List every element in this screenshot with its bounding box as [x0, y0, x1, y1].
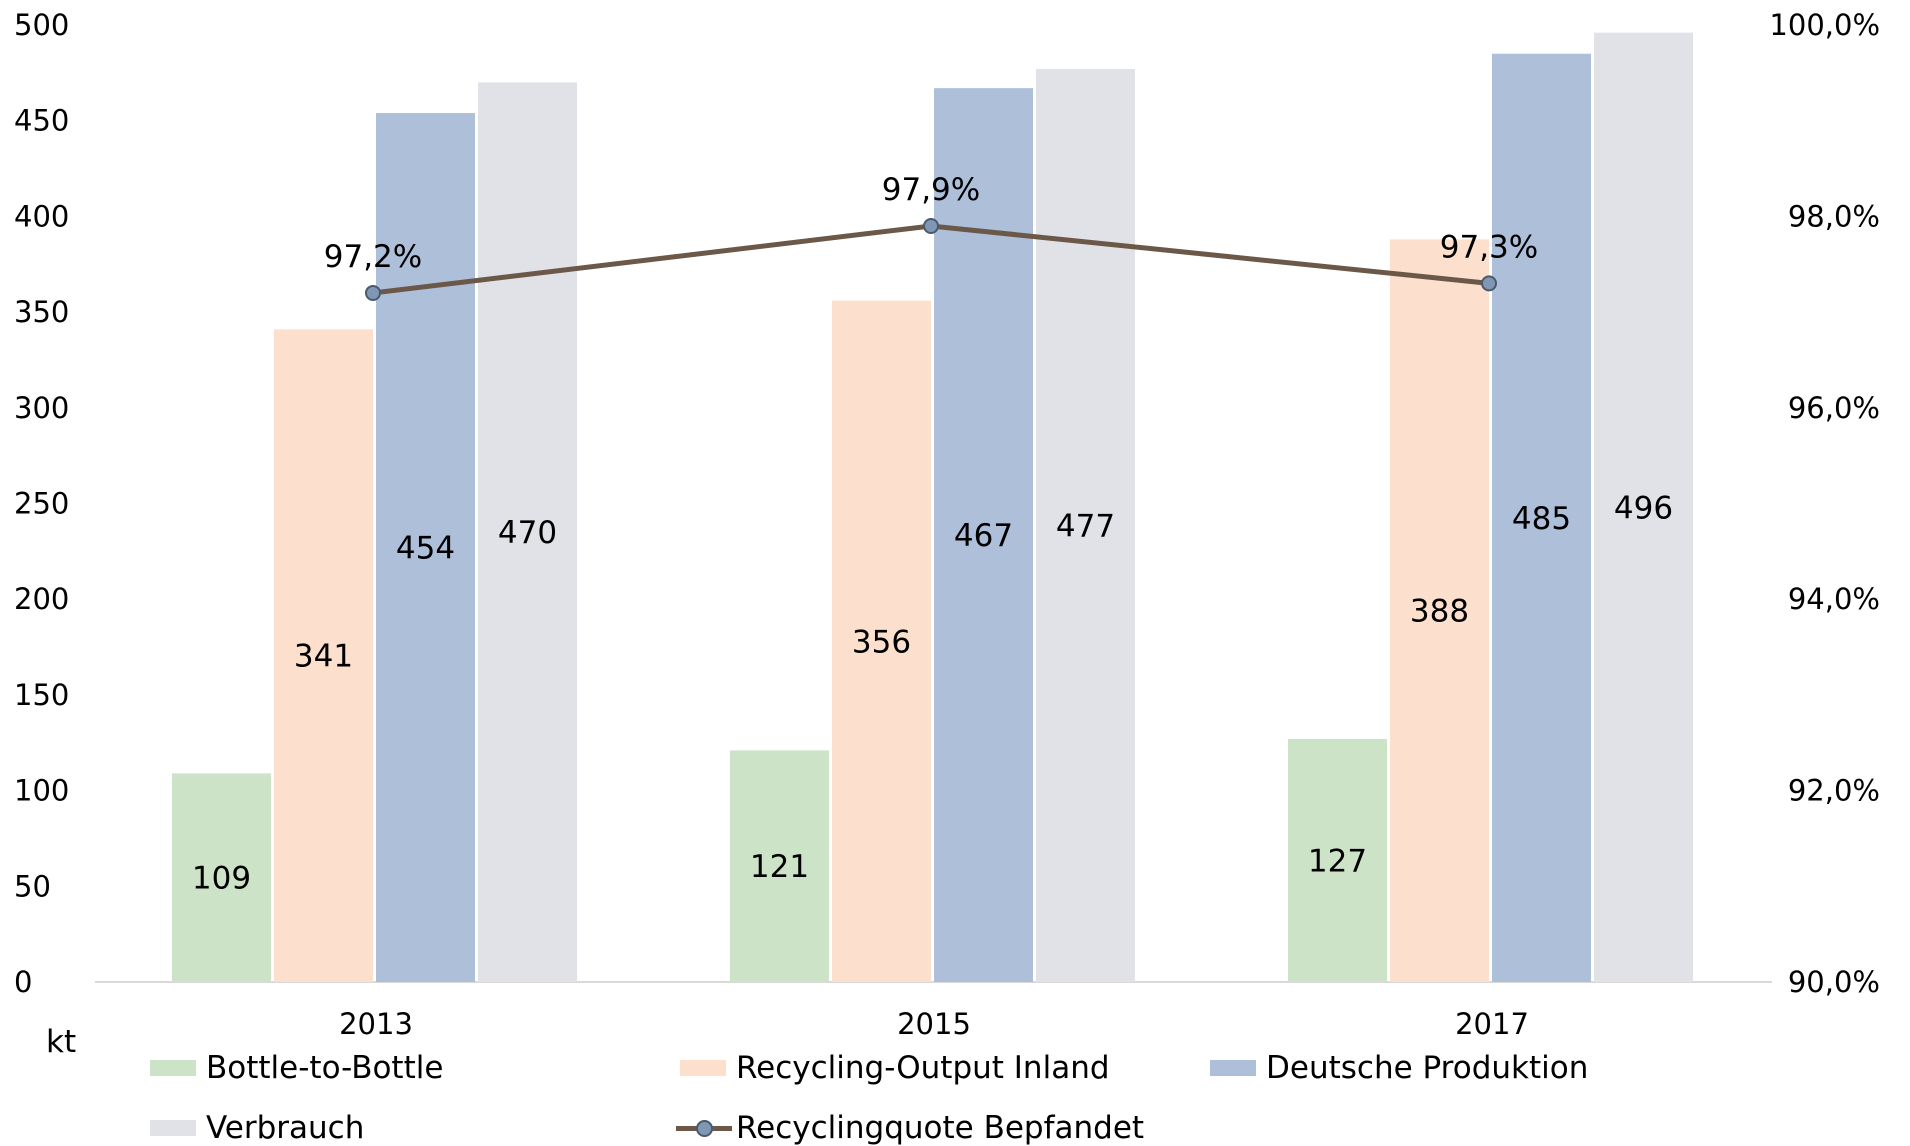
y-tick-150: 150 — [14, 678, 69, 712]
data-label-recycling-output-inland-2015: 356 — [852, 624, 911, 660]
y-axis-ticks: 0 50 100 150 200 250 300 350 400 450 500 — [14, 8, 69, 999]
data-label-recycling-output-inland-2013: 341 — [294, 639, 353, 675]
x-tick-2013: 2013 — [339, 1007, 413, 1041]
legend-item-verbrauch: Verbrauch — [150, 1110, 364, 1146]
legend-label-deutsche-produktion: Deutsche Produktion — [1266, 1050, 1589, 1086]
data-label-deutsche-produktion-2015: 467 — [954, 518, 1013, 554]
y-tick-250: 250 — [14, 487, 69, 521]
x-tick-2015: 2015 — [897, 1007, 971, 1041]
recycling-rate-label-2013: 97,2% — [324, 239, 422, 275]
bar-bottle-to-bottle-2017 — [1288, 738, 1387, 982]
legend-label-recyclingquote: Recyclingquote Bepfandet — [736, 1110, 1145, 1146]
x-axis-ticks: 2013 2015 2017 — [339, 1007, 1529, 1041]
bar-recycling-output-inland-2015 — [832, 300, 931, 983]
y-tick-350: 350 — [14, 295, 69, 329]
y-tick-300: 300 — [14, 391, 69, 425]
bar-verbrauch-2015 — [1036, 69, 1135, 983]
y2-axis-ticks: 90,0% 92,0% 94,0% 96,0% 98,0% 100,0% — [1769, 8, 1880, 999]
y2-tick-94,0%: 94,0% — [1788, 582, 1880, 616]
legend-swatch-verbrauch — [150, 1120, 196, 1136]
legend-swatch-recycling-output — [680, 1060, 726, 1076]
data-label-verbrauch-2015: 477 — [1056, 509, 1115, 545]
y-tick-50: 50 — [14, 869, 51, 903]
y2-tick-96,0%: 96,0% — [1788, 391, 1880, 425]
y2-tick-98,0%: 98,0% — [1788, 199, 1880, 233]
recycling-rate-line-group: 97,2% 97,9% 97,3% — [324, 172, 1538, 301]
x-tick-2017: 2017 — [1455, 1007, 1529, 1041]
legend-swatch-bottle-to-bottle — [150, 1060, 196, 1076]
data-label-bottle-to-bottle-2013: 109 — [192, 861, 251, 897]
bar-recycling-output-inland-2013 — [274, 329, 373, 982]
recycling-rate-marker-2015 — [923, 217, 939, 234]
data-label-recycling-output-inland-2017: 388 — [1410, 594, 1469, 630]
recycling-rate-marker-2013 — [365, 284, 381, 301]
y-tick-0: 0 — [14, 965, 32, 999]
legend-label-verbrauch: Verbrauch — [206, 1110, 365, 1146]
legend-marker-icon — [696, 1120, 713, 1137]
data-label-deutsche-produktion-2017: 485 — [1512, 501, 1571, 537]
y2-tick-100,0%: 100,0% — [1769, 8, 1880, 42]
bar-recycling-output-inland-2017 — [1390, 239, 1489, 983]
recycling-rate-label-2015: 97,9% — [882, 172, 980, 208]
bar-bottle-to-bottle-2015 — [730, 750, 829, 982]
legend: Bottle-to-Bottle Recycling-Output Inland… — [150, 1050, 1850, 1146]
y2-tick-90,0%: 90,0% — [1788, 965, 1880, 999]
legend-item-recyclingquote: Recyclingquote Bepfandet — [676, 1110, 1144, 1146]
recycling-rate-label-2017: 97,3% — [1440, 229, 1538, 265]
legend-label-recycling-output: Recycling-Output Inland — [736, 1050, 1110, 1086]
y-tick-500: 500 — [14, 8, 69, 42]
legend-item-recycling-output: Recycling-Output Inland — [680, 1050, 1110, 1086]
bar-deutsche-produktion-2017 — [1492, 53, 1591, 982]
legend-label-bottle-to-bottle: Bottle-to-Bottle — [206, 1050, 444, 1086]
legend-item-bottle-to-bottle: Bottle-to-Bottle — [150, 1050, 443, 1086]
y-tick-400: 400 — [14, 199, 69, 233]
recycling-rate-marker-2017 — [1481, 275, 1497, 292]
y-tick-100: 100 — [14, 774, 69, 808]
bar-verbrauch-2013 — [478, 82, 577, 983]
data-label-bottle-to-bottle-2017: 127 — [1308, 843, 1367, 879]
legend-line-icon — [676, 1118, 732, 1138]
bar-bottle-to-bottle-2013 — [172, 773, 271, 982]
y-tick-200: 200 — [14, 582, 69, 616]
data-labels-group: 109 341 454 470 121 356 467 477 127 388 485 496 — [192, 490, 1673, 896]
data-label-verbrauch-2013: 470 — [498, 515, 557, 551]
data-label-bottle-to-bottle-2015: 121 — [750, 849, 809, 885]
data-label-verbrauch-2017: 496 — [1614, 490, 1673, 526]
bar-verbrauch-2017 — [1594, 32, 1693, 982]
legend-swatch-deutsche-produktion — [1210, 1060, 1256, 1076]
data-label-deutsche-produktion-2013: 454 — [396, 531, 455, 567]
y-axis-unit-label: kt — [46, 1024, 77, 1060]
bars-group — [172, 32, 1693, 983]
bar-deutsche-produktion-2013 — [376, 113, 475, 982]
legend-item-deutsche-produktion: Deutsche Produktion — [1210, 1050, 1588, 1086]
y2-tick-92,0%: 92,0% — [1788, 774, 1880, 808]
y-tick-450: 450 — [14, 104, 69, 138]
